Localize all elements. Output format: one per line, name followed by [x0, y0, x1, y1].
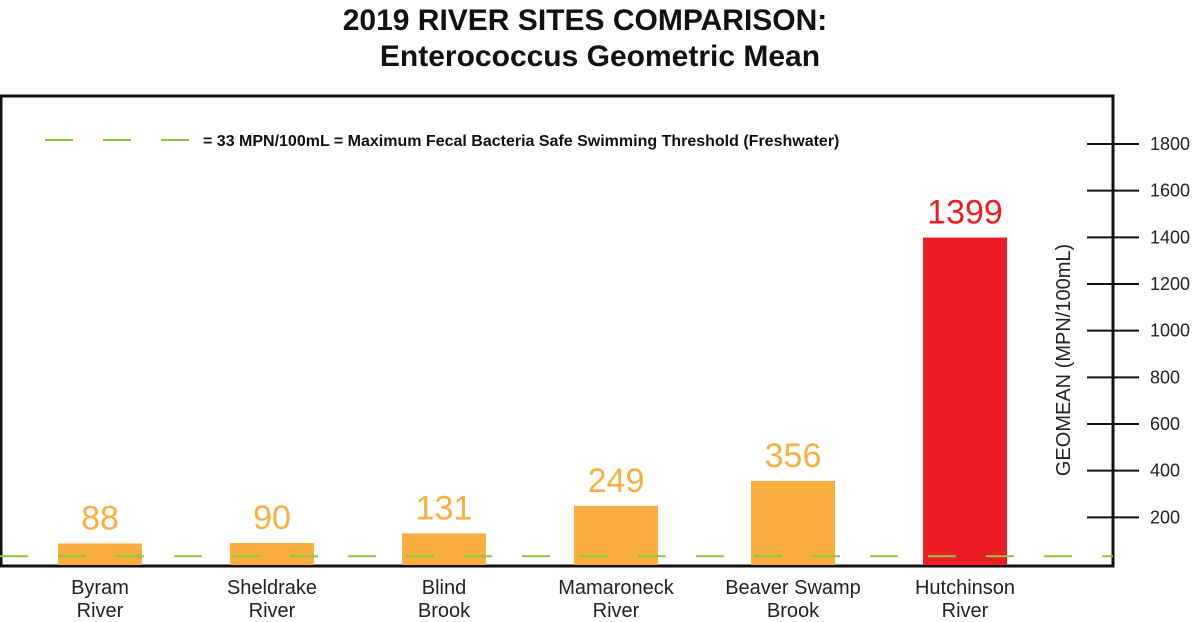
category-label: River	[593, 600, 640, 622]
bar-value-label: 88	[81, 499, 119, 537]
y-tick-label: 1600	[1150, 181, 1190, 201]
category-label: Byram	[71, 577, 129, 599]
category-label: Beaver Swamp	[725, 577, 861, 599]
category-label: Blind	[422, 577, 466, 599]
chart-title: 2019 RIVER SITES COMPARISON:	[343, 4, 828, 37]
threshold-legend: = 33 MPN/100mL = Maximum Fecal Bacteria …	[45, 133, 839, 150]
bar	[751, 480, 835, 565]
category-label: River	[942, 600, 989, 622]
category-label: Brook	[767, 600, 820, 622]
category-label: Hutchinson	[915, 577, 1015, 599]
y-tick-label: 1200	[1150, 274, 1190, 294]
legend-label: = 33 MPN/100mL = Maximum Fecal Bacteria …	[203, 133, 839, 150]
category-label: River	[77, 600, 124, 622]
bar	[230, 543, 314, 565]
bar-value-label: 356	[765, 437, 822, 475]
y-tick-label: 400	[1150, 461, 1180, 481]
category-label: River	[249, 600, 296, 622]
bar	[58, 543, 142, 565]
y-tick-label: 800	[1150, 367, 1180, 387]
bar	[402, 533, 486, 565]
category-label: Mamaroneck	[558, 577, 675, 599]
y-axis-label: GEOMEAN (MPN/100mL)	[1053, 244, 1075, 476]
y-tick-label: 200	[1150, 507, 1180, 527]
y-tick-label: 600	[1150, 414, 1180, 434]
category-label: Sheldrake	[227, 577, 317, 599]
bar-value-label: 131	[416, 489, 473, 527]
bar-value-label: 249	[588, 462, 645, 500]
bar	[923, 237, 1007, 566]
y-tick-label: 1000	[1150, 321, 1190, 341]
bar	[574, 505, 658, 565]
y-tick-label: 1800	[1150, 134, 1190, 154]
bar-value-label: 1399	[927, 194, 1003, 232]
bar-value-label: 90	[253, 499, 291, 537]
y-tick-label: 1400	[1150, 227, 1190, 247]
category-label: Brook	[418, 600, 471, 622]
chart-subtitle: Enterococcus Geometric Mean	[380, 40, 820, 73]
